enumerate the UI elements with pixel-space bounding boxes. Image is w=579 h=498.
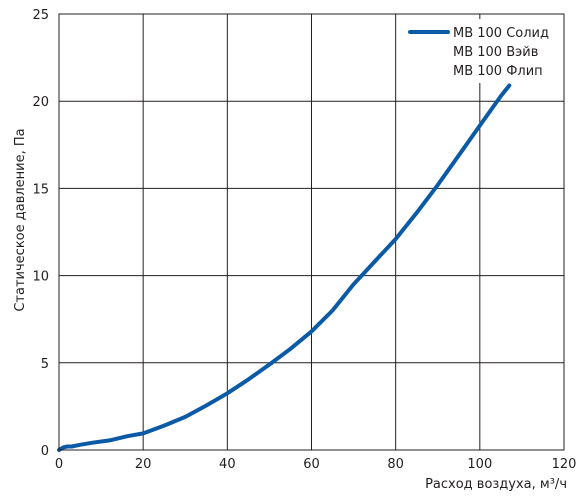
x-tick-label: 20 <box>135 457 152 472</box>
series-line <box>57 83 512 452</box>
y-axis-label: Статическое давление, Па <box>13 128 28 311</box>
x-tick-labels: 0 20 40 60 80 100 120 <box>55 457 577 472</box>
y-tick-label: 5 <box>41 357 49 372</box>
series-lines <box>57 83 512 452</box>
x-tick-label: 100 <box>467 457 492 472</box>
legend-box <box>398 19 562 83</box>
plot-frame <box>58 13 565 451</box>
x-axis-label: Расход воздуха, м³/ч <box>425 477 567 492</box>
y-tick-label: 10 <box>32 270 49 285</box>
x-tick-label: 0 <box>55 457 63 472</box>
x-tick-label: 120 <box>552 457 577 472</box>
y-tick-labels: 0 5 10 15 20 25 <box>32 8 49 459</box>
legend-entry: МВ 100 Вэйв <box>453 45 538 60</box>
x-tick-label: 60 <box>303 457 320 472</box>
y-tick-label: 0 <box>41 444 49 459</box>
y-tick-label: 15 <box>32 182 49 197</box>
y-tick-label: 20 <box>32 95 49 110</box>
legend-entry: МВ 100 Солид <box>453 26 549 41</box>
y-tick-label: 25 <box>32 8 49 23</box>
legend-entry: МВ 100 Флип <box>453 64 543 79</box>
legend: МВ 100 Солид МВ 100 Вэйв МВ 100 Флип <box>398 19 562 83</box>
x-tick-label: 40 <box>219 457 236 472</box>
x-tick-label: 80 <box>387 457 404 472</box>
